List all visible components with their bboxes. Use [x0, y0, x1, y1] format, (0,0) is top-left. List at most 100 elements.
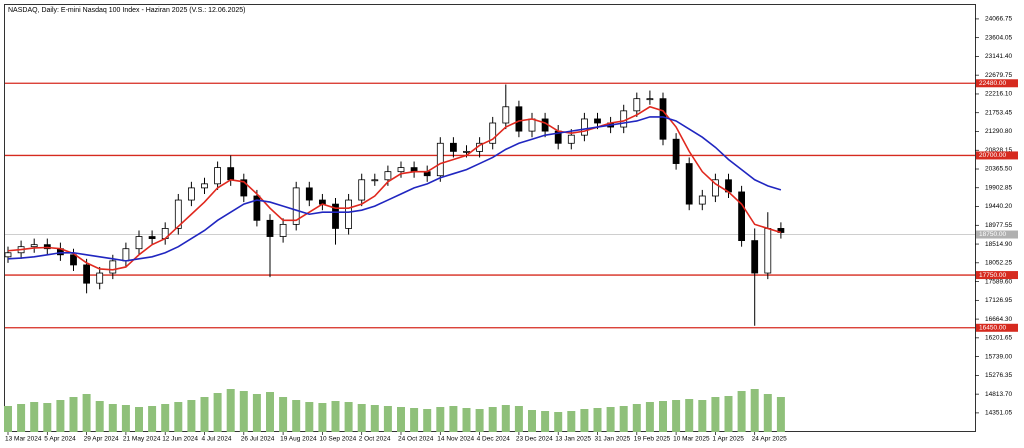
- volume-bar: [462, 408, 471, 432]
- candle-body: [43, 244, 51, 250]
- volume-bar: [56, 400, 65, 432]
- volume-bar: [554, 412, 563, 432]
- y-tick-label: 16664.30: [985, 316, 1012, 323]
- candle-body: [345, 199, 353, 229]
- volume-bar: [108, 404, 117, 432]
- volume-bar: [436, 407, 445, 432]
- y-tick-label: 21753.45: [985, 109, 1012, 116]
- volume-bar: [580, 409, 589, 432]
- candle-body: [201, 183, 208, 189]
- candle-body: [96, 272, 104, 284]
- candle-body: [633, 98, 641, 112]
- candle-body: [384, 171, 392, 181]
- y-tick-label: 15276.35: [985, 372, 1012, 379]
- volume-bar: [121, 405, 130, 432]
- candle-body: [266, 219, 274, 237]
- volume-bar: [632, 404, 641, 432]
- y-tick-label: 15739.00: [985, 353, 1012, 360]
- volume-bar: [672, 400, 681, 432]
- volume-bar: [514, 406, 523, 432]
- volume-bar: [69, 397, 78, 432]
- volume-bar: [344, 402, 353, 432]
- volume-bar: [619, 406, 628, 432]
- candle-body: [712, 179, 719, 197]
- y-tick-label: 17589.60: [985, 278, 1012, 285]
- candle-body: [187, 187, 195, 201]
- volume-bar: [213, 393, 222, 432]
- volume-bar: [763, 394, 772, 432]
- volume-bar: [410, 408, 419, 432]
- x-tick-label: 2 Oct 2024: [359, 436, 391, 443]
- last-price-label: 18750.00: [979, 231, 1006, 238]
- candle-body: [515, 106, 523, 132]
- volume-bar: [541, 411, 550, 432]
- x-tick-label: 4 Jul 2024: [202, 436, 232, 443]
- volume-bar: [17, 404, 26, 432]
- candle-body: [253, 195, 261, 221]
- volume-bar: [95, 401, 104, 432]
- volume-bar: [161, 404, 170, 432]
- candle-body: [751, 240, 759, 274]
- y-tick-label: 22216.10: [985, 91, 1012, 98]
- volume-bar: [750, 389, 759, 432]
- volume-bar: [239, 391, 248, 432]
- volume-bar: [528, 410, 536, 432]
- volume-bar: [737, 391, 746, 432]
- y-tick-label: 18977.55: [985, 222, 1012, 229]
- x-tick-label: 31 Jan 2025: [595, 436, 631, 443]
- volume-bar: [475, 409, 484, 432]
- x-tick-label: 14 Nov 2024: [437, 436, 474, 443]
- volume-bar: [82, 394, 91, 432]
- candle-body: [449, 142, 457, 152]
- volume-bar: [30, 402, 39, 432]
- volume-bar: [685, 399, 694, 432]
- volume-bar: [776, 397, 785, 432]
- volume-bar: [305, 402, 314, 432]
- volume-bar: [318, 403, 327, 432]
- volume-bar: [226, 389, 235, 432]
- last-price-box: [976, 230, 1018, 239]
- candle-body: [174, 199, 182, 229]
- candle-body: [436, 142, 444, 177]
- candle-body: [672, 138, 680, 164]
- candle-body: [358, 179, 366, 201]
- volume-bar: [200, 397, 209, 432]
- x-tick-label: 10 Sep 2024: [319, 436, 356, 443]
- volume-bar: [383, 406, 392, 432]
- candle-body: [764, 228, 772, 274]
- candle-body: [279, 223, 287, 237]
- y-tick-label: 20828.15: [985, 147, 1012, 154]
- candle-body: [738, 191, 745, 242]
- volume-bar: [357, 404, 366, 432]
- y-tick-label: 21290.80: [985, 128, 1012, 135]
- y-tick-label: 19902.85: [985, 184, 1012, 191]
- y-tick-label: 16201.65: [985, 335, 1012, 342]
- level-label-box: [976, 271, 1018, 280]
- volume-bar: [135, 407, 143, 432]
- y-tick-label: 18514.90: [985, 241, 1012, 248]
- volume-bar: [4, 406, 12, 432]
- candle-body: [148, 236, 156, 239]
- volume-bar: [174, 402, 183, 432]
- x-tick-label: 19 Aug 2024: [280, 436, 317, 443]
- moving-average-line: [7, 105, 782, 271]
- candle-body: [567, 134, 575, 144]
- candle-body: [292, 187, 300, 225]
- y-tick-label: 19440.20: [985, 203, 1012, 210]
- volume-bar: [252, 394, 261, 432]
- volume-bar: [724, 396, 733, 432]
- candle-body: [371, 179, 379, 182]
- volume-bar: [606, 407, 615, 432]
- x-tick-label: 24 Apr 2025: [752, 436, 787, 443]
- candle-body: [489, 122, 497, 144]
- candle-body: [332, 203, 339, 229]
- candle-body: [30, 244, 38, 248]
- x-tick-label: 23 Dec 2024: [516, 436, 553, 443]
- x-tick-label: 1 Apr 2025: [712, 436, 744, 443]
- level-label: 20700.00: [979, 152, 1006, 159]
- x-tick-label: 21 May 2024: [123, 436, 161, 443]
- volume-bar: [488, 407, 497, 432]
- volume-bar: [292, 400, 301, 432]
- level-label-box: [976, 151, 1018, 160]
